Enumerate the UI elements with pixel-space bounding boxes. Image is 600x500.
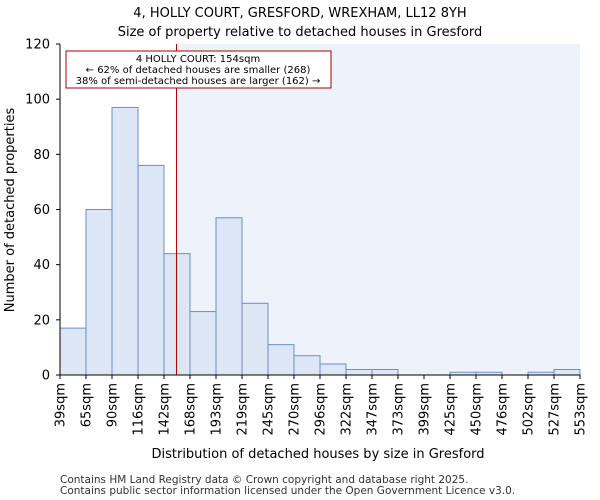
chart-subtitle: Size of property relative to detached ho… — [118, 25, 483, 40]
bar-270sqm — [293, 355, 321, 376]
bar-90sqm — [111, 106, 139, 376]
footer-line-2: Contains public sector information licen… — [60, 485, 515, 497]
x-tick-label-347sqm: 347sqm — [366, 383, 381, 436]
annotation-line-3: 38% of semi-detached houses are larger (… — [76, 76, 321, 87]
x-tick-label-476sqm: 476sqm — [496, 383, 511, 436]
y-tick-label-80: 80 — [33, 148, 50, 163]
bar-245sqm — [267, 344, 295, 376]
y-axis-label: Number of detached properties — [3, 108, 18, 313]
bar-39sqm — [59, 327, 87, 376]
bar-116sqm — [137, 164, 165, 376]
x-tick-label-90sqm: 90sqm — [106, 383, 121, 427]
bar-347sqm — [371, 368, 399, 376]
annotation-box — [65, 50, 332, 89]
bar-193sqm — [215, 217, 243, 376]
x-tick-label-39sqm: 39sqm — [54, 383, 69, 427]
x-tick-label-502sqm: 502sqm — [522, 383, 537, 436]
bar-142sqm — [163, 253, 191, 376]
x-tick-label-65sqm: 65sqm — [80, 383, 95, 427]
annotation-line-2: ← 62% of detached houses are smaller (26… — [86, 65, 311, 76]
bar-168sqm — [189, 311, 217, 376]
x-tick-label-296sqm: 296sqm — [314, 383, 329, 436]
y-tick-label-120: 120 — [25, 38, 50, 53]
x-tick-label-219sqm: 219sqm — [236, 383, 251, 436]
chart-title: 4, HOLLY COURT, GRESFORD, WREXHAM, LL12 … — [133, 6, 466, 21]
plot-area: 0 20 40 60 80 100 120 39sqm 65sqm 90sqm 116sqm 142s… — [25, 38, 588, 436]
x-tick-label-373sqm: 373sqm — [392, 383, 407, 436]
x-tick-label-450sqm: 450sqm — [470, 383, 485, 436]
bar-65sqm — [85, 209, 113, 376]
x-tick-label-142sqm: 142sqm — [158, 383, 173, 436]
y-tick-label-100: 100 — [25, 93, 50, 108]
x-tick-label-425sqm: 425sqm — [444, 383, 459, 436]
x-tick-label-527sqm: 527sqm — [548, 383, 563, 436]
x-tick-label-270sqm: 270sqm — [288, 383, 303, 436]
x-tick-label-245sqm: 245sqm — [262, 383, 277, 436]
bar-296sqm — [319, 363, 347, 376]
annotation-line-1: 4 HOLLY COURT: 154sqm — [136, 54, 260, 65]
x-tick-label-193sqm: 193sqm — [210, 383, 225, 436]
x-axis-label: Distribution of detached houses by size … — [151, 447, 484, 462]
bar-322sqm — [345, 368, 373, 376]
x-tick-label-116sqm: 116sqm — [132, 383, 147, 436]
y-tick-label-40: 40 — [33, 258, 50, 273]
footer-line-1: Contains HM Land Registry data © Crown c… — [60, 474, 468, 486]
x-tick-label-168sqm: 168sqm — [184, 383, 199, 436]
y-tick-label-0: 0 — [42, 369, 50, 384]
x-tick-label-322sqm: 322sqm — [340, 383, 355, 436]
bar-527sqm — [553, 368, 581, 376]
x-tick-label-553sqm: 553sqm — [574, 383, 589, 436]
y-tick-label-60: 60 — [33, 203, 50, 218]
bar-219sqm — [241, 302, 269, 376]
y-tick-label-20: 20 — [33, 313, 50, 328]
x-tick-label-399sqm: 399sqm — [418, 383, 433, 436]
